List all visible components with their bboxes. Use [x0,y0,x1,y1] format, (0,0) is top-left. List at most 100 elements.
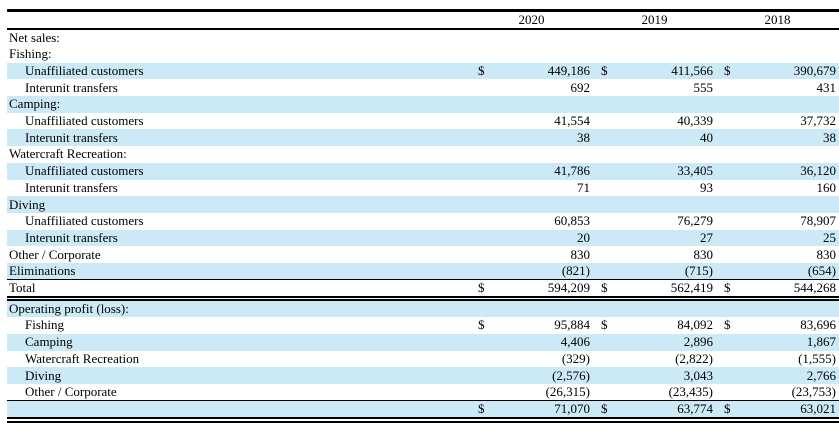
currency-cell [593,367,623,384]
row-label: Other / Corporate [7,383,470,402]
value-cell: 78,907 [800,213,836,229]
value-cell: 449,186 [500,62,593,80]
currency-cell [593,213,623,230]
row-label: Unaffiliated customers [25,113,144,129]
value-cell: 76,279 [677,213,713,229]
value-cell [623,29,716,46]
value-cell: 4,406 [500,333,593,351]
value-cell: 3,043 [623,367,716,384]
value-cell: 692 [570,79,591,95]
currency-cell [470,213,500,230]
row-label: Other / Corporate [9,246,101,262]
currency-cell [470,180,500,197]
table-row: Interunit transfers 38 40 38 [7,129,839,147]
row-label: Watercraft Recreation: [9,146,127,162]
row-label: Camping [7,333,470,351]
value-cell: 60,853 [554,213,590,229]
row-label: Operating profit (loss): [7,298,470,318]
currency-cell [716,196,746,213]
value-cell: 37,732 [800,113,836,129]
table-row: Watercraft Recreation: [7,146,839,163]
currency-cell [593,96,623,113]
currency-cell [716,146,746,163]
table-row: Other / Corporate (26,315) (23,435) (23,753… [7,383,839,402]
value-cell [746,196,839,213]
currency-cell [593,180,623,197]
value-cell [623,196,716,213]
row-label: Interunit transfers [7,129,470,147]
value-cell: 40 [623,129,716,147]
value-cell: 95,884 [554,317,590,333]
table-row: Diving (2,576) 3,043 2,766 [7,367,839,384]
year-header-row: 2020 2019 2018 [7,9,839,30]
row-label: Interunit transfers [25,179,118,195]
currency-cell [470,262,500,281]
currency-cell [593,29,623,46]
row-label: Watercraft Recreation [25,350,140,366]
currency-cell [716,180,746,197]
currency-cell: $ [601,317,608,333]
currency-cell [716,383,746,402]
currency-cell: $ [470,62,500,80]
currency-cell [470,196,500,213]
value-cell: (329) [561,350,590,366]
currency-cell [470,333,500,351]
row-label: Total [7,279,470,302]
value-cell: 38 [746,129,839,147]
value-cell: 71 [577,179,590,195]
value-cell: 36,120 [746,162,839,180]
currency-cell: $ [716,62,746,80]
value-cell [623,96,716,113]
currency-cell [470,79,500,96]
table-row: Interunit transfers 20 27 25 [7,229,839,247]
value-cell [500,29,593,46]
row-label: Eliminations [7,262,470,281]
segment-financial-table: 2020 2019 2018 Net sales: Fishing: Unaffil… [7,9,839,423]
row-label: Interunit transfers [25,79,118,95]
currency-cell [716,213,746,230]
currency-cell [716,29,746,46]
value-cell: (2,576) [500,367,593,384]
row-label: Camping: [7,96,470,113]
year-header-2020: 2020 [470,9,593,30]
currency-cell: $ [716,400,746,423]
value-cell: 63,021 [746,400,839,423]
value-cell: (654) [746,262,839,281]
value-cell: 562,419 [623,279,716,302]
value-cell: (26,315) [500,383,593,402]
row-label: Unaffiliated customers [25,213,144,229]
currency-cell [716,129,746,147]
currency-cell [716,162,746,180]
value-cell: 160 [816,179,837,195]
currency-cell: $ [593,62,623,80]
value-cell: 38 [500,129,593,147]
value-cell: (821) [500,262,593,281]
currency-cell [716,333,746,351]
currency-cell [716,79,746,96]
value-cell: 830 [816,246,837,262]
row-label [7,400,470,423]
currency-cell [470,351,500,368]
table-row: Fishing $95,884 $84,092 $83,696 [7,317,839,334]
value-cell: 40,339 [677,113,713,129]
currency-cell [470,146,500,163]
value-cell: (2,822) [675,350,713,366]
currency-cell [593,262,623,281]
table-row: Other / Corporate 830 830 830 [7,246,839,263]
currency-cell: $ [470,279,500,302]
value-cell: 555 [693,79,714,95]
currency-cell [593,351,623,368]
table-row: Eliminations (821) (715) (654) [7,262,839,281]
table-row: Interunit transfers 71 93 160 [7,180,839,197]
table-row: Unaffiliated customers 41,554 40,339 37,732 [7,113,839,130]
currency-cell [593,113,623,130]
value-cell: 431 [816,79,837,95]
currency-cell [593,196,623,213]
table-row: Net sales: [7,29,839,46]
row-label: Unaffiliated customers [7,62,470,80]
currency-cell [470,246,500,263]
row-label: Fishing [25,317,65,333]
currency-cell: $ [593,279,623,302]
value-cell: 1,867 [746,333,839,351]
